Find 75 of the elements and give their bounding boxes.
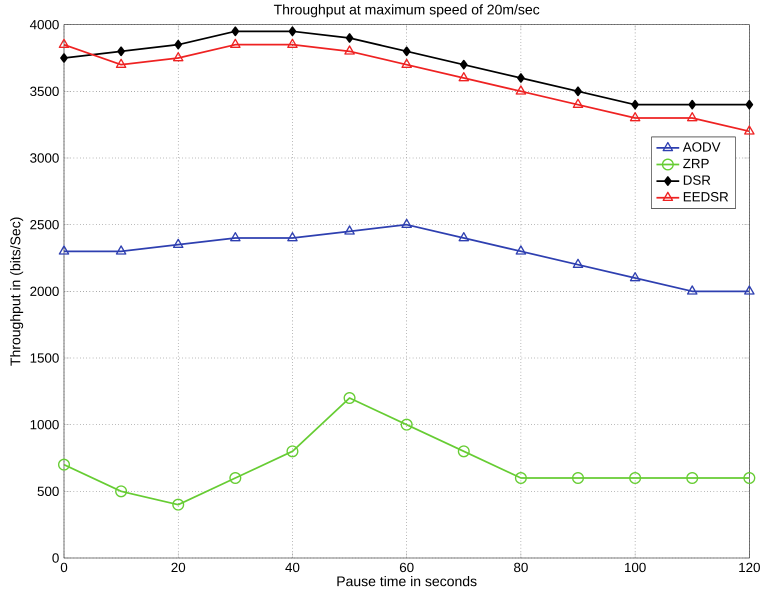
point [115,485,128,498]
y-tick-label: 2000 [30,286,59,296]
point [688,100,696,110]
point [572,98,584,108]
point [516,245,526,255]
legend-label: ZRP [683,158,709,168]
point [346,33,354,43]
point [743,472,756,484]
point [516,85,526,95]
x-tick-label: 20 [171,562,186,572]
x-tick-label: 80 [514,562,528,572]
point [287,38,298,48]
x-tick-label: 120 [739,562,760,572]
y-tick-label: 3500 [30,86,59,96]
point [745,100,754,110]
point [174,40,182,50]
point [572,472,584,484]
point [58,38,70,48]
point [401,218,412,228]
point [686,285,698,295]
point [629,472,642,484]
x-tick-label: 40 [285,562,300,572]
y-tick-label: 0 [52,553,59,563]
point [572,258,584,268]
y-tick-label: 3000 [30,153,59,163]
legend-label: EEDSR [684,192,728,202]
point [344,392,356,404]
point [344,45,355,55]
point [58,245,70,255]
point [630,112,640,122]
point [344,225,355,235]
point [231,26,240,36]
point [686,472,698,484]
y-axis-title: Throughput in (bits/Sec) [10,218,24,366]
point [116,245,126,255]
point [631,100,639,110]
x-axis-title: Pause time in seconds [337,576,477,586]
point [58,458,70,471]
point [172,498,184,511]
point [400,418,413,431]
point [460,60,468,70]
point [230,232,241,242]
point [60,53,68,63]
x-tick-label: 100 [625,562,646,572]
point [458,445,470,458]
y-tick-label: 2500 [30,220,59,230]
point [686,112,698,122]
x-tick-label: 0 [60,562,68,572]
point [401,58,412,68]
point [458,232,470,242]
point [229,472,242,484]
point [744,285,755,295]
point [172,52,184,62]
point [458,72,470,82]
point [230,38,241,48]
point [574,86,582,96]
point [287,232,298,242]
point [117,46,125,56]
point [286,445,298,458]
point [116,58,126,68]
legend-label: AODV [682,142,720,152]
point [517,73,525,83]
point [630,272,640,282]
y-tick-label: 4000 [30,20,59,30]
point [172,238,184,248]
point [288,26,296,36]
y-tick-label: 1000 [30,420,59,430]
point [402,46,411,56]
y-tick-label: 500 [38,486,59,496]
legend-label: DSR [684,175,710,185]
point [744,125,755,135]
x-tick-label: 60 [400,562,414,572]
chart-title: Throughput at maximum speed of 20m/sec [274,4,540,18]
y-tick-label: 1500 [30,353,59,363]
point [514,472,527,484]
